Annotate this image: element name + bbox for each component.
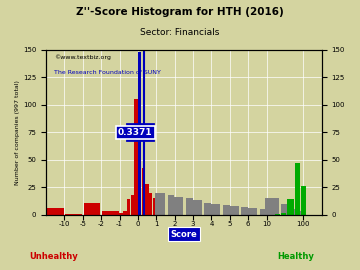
Bar	[281, 212, 286, 215]
Bar	[131, 195, 134, 215]
X-axis label: Score: Score	[171, 230, 197, 239]
Text: Healthy: Healthy	[277, 252, 314, 261]
Bar	[134, 99, 138, 215]
Y-axis label: Number of companies (997 total): Number of companies (997 total)	[15, 80, 20, 185]
Bar	[142, 167, 145, 215]
Bar	[145, 184, 149, 215]
Bar	[155, 193, 165, 215]
Bar	[223, 205, 230, 215]
Bar	[138, 52, 141, 215]
Bar	[241, 207, 248, 215]
Text: Z''-Score Histogram for HTH (2016): Z''-Score Histogram for HTH (2016)	[76, 7, 284, 17]
Bar	[149, 193, 153, 215]
Bar	[65, 214, 82, 215]
Bar	[84, 203, 100, 215]
Bar	[298, 211, 301, 215]
Bar	[287, 199, 294, 215]
Bar	[47, 208, 64, 215]
Bar	[173, 197, 184, 215]
Bar	[192, 201, 202, 215]
Text: 0.3371: 0.3371	[118, 128, 153, 137]
Bar	[247, 208, 257, 215]
Text: The Research Foundation of SUNY: The Research Foundation of SUNY	[54, 70, 161, 75]
Bar	[229, 206, 239, 215]
Bar	[292, 209, 297, 215]
Bar	[210, 204, 220, 215]
Bar	[118, 212, 125, 215]
Bar	[102, 211, 119, 215]
Bar	[301, 212, 306, 215]
Bar	[123, 211, 127, 215]
Bar	[265, 198, 279, 215]
Bar	[281, 204, 289, 215]
Bar	[275, 214, 280, 215]
Bar	[127, 199, 130, 215]
Bar	[153, 198, 156, 215]
Bar	[260, 209, 266, 215]
Text: Unhealthy: Unhealthy	[30, 252, 78, 261]
Text: ©www.textbiz.org: ©www.textbiz.org	[54, 55, 111, 60]
Bar	[204, 203, 211, 215]
Bar	[168, 195, 174, 215]
Bar	[186, 198, 193, 215]
Bar	[295, 163, 300, 215]
Bar	[301, 186, 306, 215]
Text: Sector: Financials: Sector: Financials	[140, 28, 220, 37]
